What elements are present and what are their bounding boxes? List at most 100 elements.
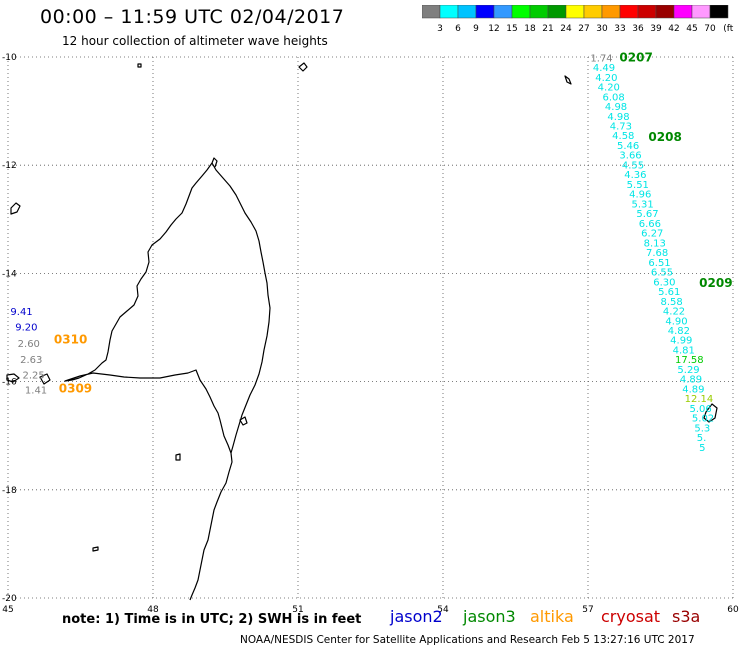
swh-value: 9.20: [15, 323, 37, 334]
swh-value: 8.58: [661, 297, 683, 308]
legend-entry-jason3: jason3: [463, 607, 516, 626]
pass-time-labels: 0207 0208 0209 0310 0309: [54, 50, 733, 395]
swh-value: 4.98: [607, 112, 629, 123]
swh-value: 5.3: [694, 423, 710, 434]
swh-value: 4.73: [610, 121, 632, 132]
swh-value: 4.55: [622, 160, 644, 171]
swh-value: 2.25: [23, 370, 45, 381]
color-scale-tick: 15: [506, 24, 517, 34]
legend-entry-cryosat: cryosat: [601, 607, 661, 626]
latitude-tick-label: -10: [2, 53, 17, 63]
swh-value: 9.41: [10, 307, 32, 318]
credit-line: NOAA/NESDIS Center for Satellite Applica…: [240, 634, 695, 646]
swh-value: 4.90: [665, 316, 687, 327]
longitude-tick-label: 54: [437, 605, 449, 615]
swh-value: 5.29: [677, 365, 699, 376]
swh-value: 2.63: [20, 355, 42, 366]
latitude-tick-label: -14: [2, 269, 17, 279]
longitude-tick-label: 48: [147, 605, 159, 615]
swh-value: 5.51: [627, 180, 649, 191]
swh-value: 1.74: [590, 53, 612, 64]
map-subtitle: 12 hour collection of altimeter wave hei…: [62, 34, 328, 48]
coastline: [6, 62, 718, 601]
color-scale-tick: 6: [455, 24, 461, 34]
color-scale-tick: 9: [473, 24, 479, 34]
swh-value: 5.: [697, 433, 707, 444]
color-scale-tick: 21: [542, 24, 553, 34]
latitude-tick-label: -20: [2, 594, 17, 604]
swh-value: 5.61: [658, 287, 680, 298]
madagascar-east-coastline: [211, 162, 271, 454]
swh-value: 8.13: [644, 238, 666, 249]
swh-value: 4.82: [668, 326, 690, 337]
map-title: 00:00 – 11:59 UTC 02/04/2017: [40, 6, 345, 28]
pass-time-label: 0209: [699, 276, 732, 290]
color-scale-tick: 18: [524, 24, 536, 34]
pass-time-label: 0310: [54, 333, 87, 347]
madagascar-north-tip: [211, 157, 218, 168]
latitude-tick-label: -18: [2, 486, 17, 496]
swh-value: 5.67: [636, 209, 658, 220]
swh-value: 6.27: [641, 229, 663, 240]
legend-entry-s3a: s3a: [672, 607, 701, 626]
swh-value: 4.36: [624, 170, 646, 181]
swh-value: 1.41: [25, 386, 47, 397]
swh-value: 4.89: [682, 384, 704, 395]
swh-value: 17.58: [675, 355, 704, 366]
swh-value: 7.68: [646, 248, 668, 259]
color-scale-tick: 33: [614, 24, 625, 34]
legend-entry-jason2: jason2: [390, 607, 443, 626]
swh-value: 6.55: [651, 268, 673, 279]
pass-time-label: 0309: [59, 381, 92, 395]
color-scale-tick: 45: [686, 24, 697, 34]
swh-value: 5: [699, 443, 705, 454]
swh-value: 5.46: [617, 141, 639, 152]
swh-value: 4.96: [629, 190, 651, 201]
swh-value: 4.89: [680, 375, 702, 386]
footnote: note: 1) Time is in UTC; 2) SWH is in fe…: [62, 612, 362, 627]
axis-tick-labels: 45 48 51 54 57 60 -10 -12 -14 -16 -18 -20: [2, 53, 739, 615]
swh-value: 5.31: [632, 199, 654, 210]
color-scale-tick: 3: [437, 24, 443, 34]
swh-value: 4.49: [593, 63, 615, 74]
color-scale-tick: 39: [650, 24, 662, 34]
latitude-tick-label: -16: [2, 378, 17, 388]
swh-value: 5.06: [690, 404, 712, 415]
swh-value: 2.60: [18, 339, 40, 350]
comoros-islands: [6, 202, 51, 385]
mascarene-islands: [298, 62, 718, 423]
wave-height-labels: 1.744.494.204.206.084.984.984.734.585.46…: [10, 53, 714, 454]
swh-value: 4.99: [670, 336, 692, 347]
swh-value: 4.81: [673, 345, 695, 356]
longitude-tick-label: 45: [2, 605, 13, 615]
pass-time-label: 0207: [619, 50, 652, 64]
swh-value: 4.22: [663, 307, 685, 318]
color-scale-tick: 24: [560, 24, 572, 34]
swh-value: 6.08: [603, 92, 625, 103]
swh-value: 5.02: [692, 414, 714, 425]
swh-value: 6.51: [648, 258, 670, 269]
legend-entry-altika: altika: [530, 607, 574, 626]
graticule: [7, 56, 734, 599]
swh-value: 6.30: [653, 277, 675, 288]
small-islands: [92, 63, 248, 552]
color-scale-tick: 12: [488, 24, 499, 34]
madagascar-coastline: [64, 162, 233, 601]
swh-value: 12.14: [685, 394, 714, 405]
longitude-tick-label: 60: [727, 605, 739, 615]
swh-value: 4.58: [612, 131, 634, 142]
color-scale-tick: 30: [596, 24, 608, 34]
swh-value: 4.20: [598, 83, 620, 94]
longitude-tick-label: 51: [292, 605, 303, 615]
color-scale-tick: 27: [578, 24, 589, 34]
swh-value: 3.66: [619, 151, 641, 162]
longitude-tick-label: 57: [582, 605, 593, 615]
color-swatch: [709, 5, 729, 19]
latitude-tick-label: -12: [2, 161, 17, 171]
color-scale-tick: 70: [704, 24, 716, 34]
pass-time-label: 0208: [648, 130, 681, 144]
color-scale-tick: (ft): [723, 24, 734, 34]
color-scale-tick: 36: [632, 24, 644, 34]
